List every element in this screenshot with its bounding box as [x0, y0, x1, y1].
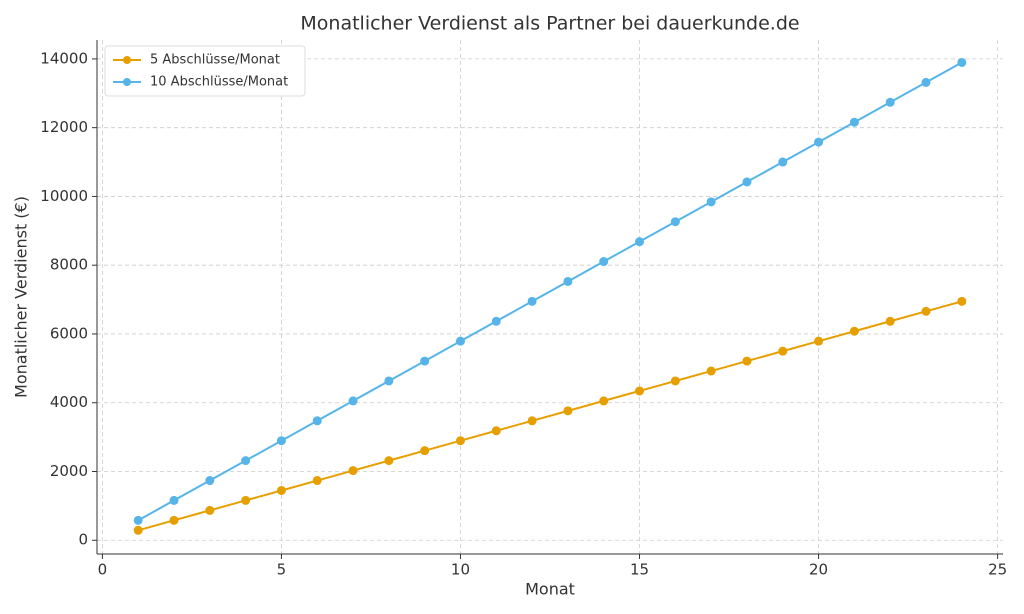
- data-point: [312, 476, 322, 486]
- data-point: [384, 456, 394, 466]
- chart-title: Monatlicher Verdienst als Partner bei da…: [300, 13, 799, 35]
- data-point: [348, 466, 358, 476]
- legend-marker: [123, 78, 131, 86]
- y-tick-label: 4000: [50, 393, 88, 411]
- data-point: [133, 525, 143, 535]
- legend-label: 10 Abschlüsse/Monat: [150, 75, 288, 90]
- data-point: [205, 476, 215, 486]
- data-point: [921, 77, 931, 87]
- data-point: [276, 436, 286, 446]
- data-point: [241, 456, 251, 466]
- data-point: [742, 356, 752, 366]
- x-tick-label: 15: [630, 561, 649, 579]
- data-point: [527, 296, 537, 306]
- x-axis-label: Monat: [525, 580, 575, 599]
- y-axis-label: Monatlicher Verdienst (€): [12, 196, 31, 398]
- data-point: [778, 157, 788, 167]
- y-tick-label: 12000: [40, 118, 88, 136]
- data-point: [706, 197, 716, 207]
- data-point: [455, 336, 465, 346]
- data-point: [527, 416, 537, 426]
- data-point: [241, 495, 251, 505]
- y-tick-label: 10000: [40, 187, 88, 205]
- data-point: [670, 217, 680, 227]
- data-point: [706, 366, 716, 376]
- data-point: [957, 57, 967, 67]
- x-tick-label: 10: [451, 561, 470, 579]
- data-point: [814, 336, 824, 346]
- data-point: [169, 495, 179, 505]
- data-point: [563, 406, 573, 416]
- data-point: [957, 296, 967, 306]
- x-tick-label: 5: [277, 561, 287, 579]
- data-point: [133, 515, 143, 525]
- data-point: [599, 396, 609, 406]
- data-point: [635, 386, 645, 396]
- y-tick-label: 8000: [50, 256, 88, 274]
- data-point: [169, 515, 179, 525]
- y-tick-label: 0: [78, 531, 88, 549]
- data-point: [276, 485, 286, 495]
- data-point: [599, 257, 609, 267]
- data-point: [455, 436, 465, 446]
- data-point: [670, 376, 680, 386]
- series-line: [137, 300, 963, 532]
- data-point: [814, 137, 824, 147]
- data-point: [635, 237, 645, 247]
- data-point: [778, 346, 788, 356]
- data-point: [312, 416, 322, 426]
- data-point: [348, 396, 358, 406]
- data-point: [849, 117, 859, 127]
- data-point: [205, 505, 215, 515]
- data-point: [885, 97, 895, 107]
- x-tick-label: 25: [988, 561, 1007, 579]
- data-point: [563, 276, 573, 286]
- x-tick-label: 20: [809, 561, 828, 579]
- data-point: [491, 426, 501, 436]
- y-tick-label: 2000: [50, 462, 88, 480]
- data-point: [491, 316, 501, 326]
- y-tick-label: 6000: [50, 324, 88, 342]
- data-point: [885, 316, 895, 326]
- x-tick-label: 0: [98, 561, 108, 579]
- data-point: [921, 306, 931, 316]
- data-point: [420, 446, 430, 456]
- legend-label: 5 Abschlüsse/Monat: [150, 53, 280, 68]
- data-point: [742, 177, 752, 187]
- legend-marker: [123, 56, 131, 64]
- y-tick-label: 14000: [40, 49, 88, 67]
- data-point: [420, 356, 430, 366]
- series-line: [137, 61, 963, 522]
- data-point: [849, 326, 859, 336]
- legend-box: [104, 45, 306, 97]
- data-point: [384, 376, 394, 386]
